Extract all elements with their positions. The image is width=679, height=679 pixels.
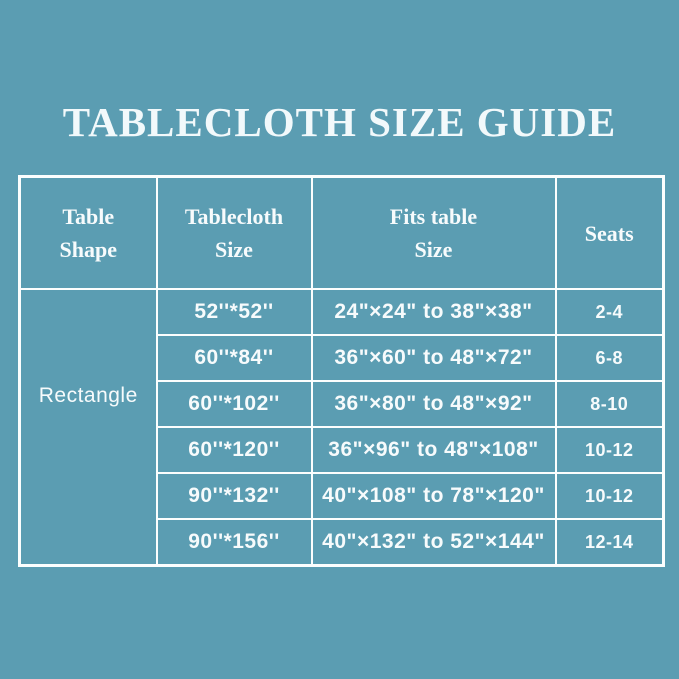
fits-size-cell: 24"×24" to 38"×38" xyxy=(310,288,557,336)
header-seats: Seats xyxy=(554,175,665,290)
header-tablecloth-size: Tablecloth Size xyxy=(155,175,313,290)
seats-cell: 12-14 xyxy=(554,518,665,567)
size-guide-table: Table Shape Tablecloth Size Fits table S… xyxy=(18,175,665,567)
fits-size-cell: 40"×132" to 52"×144" xyxy=(310,518,557,567)
seats-cell: 8-10 xyxy=(554,380,665,428)
header-row: Table Shape Tablecloth Size Fits table S… xyxy=(18,175,665,290)
header-table-shape: Table Shape xyxy=(18,175,158,290)
tablecloth-size-cell: 52''*52'' xyxy=(155,288,313,336)
table-row: 90''*132'' 40"×108" to 78"×120" 10-12 xyxy=(20,472,665,520)
fits-size-cell: 40"×108" to 78"×120" xyxy=(310,472,557,520)
header-fits-table-size: Fits table Size xyxy=(310,175,557,290)
table-row: Rectangle 52''*52'' 24"×24" to 38"×38" 2… xyxy=(18,288,665,567)
fits-size-cell: 36"×80" to 48"×92" xyxy=(310,380,557,428)
table-row: 60''*120'' 36"×96" to 48"×108" 10-12 xyxy=(20,426,665,474)
tablecloth-size-cell: 90''*156'' xyxy=(155,518,313,567)
fits-size-cell: 36"×96" to 48"×108" xyxy=(310,426,557,474)
seats-cell: 2-4 xyxy=(554,288,665,336)
fits-size-cell: 36"×60" to 48"×72" xyxy=(310,334,557,382)
tablecloth-size-cell: 60''*120'' xyxy=(155,426,313,474)
page-title: TABLECLOTH SIZE GUIDE xyxy=(62,99,617,145)
table-row: 90''*156'' 40"×132" to 52"×144" 12-14 xyxy=(20,518,665,567)
table-row: 60''*84'' 36"×60" to 48"×72" 6-8 xyxy=(20,334,665,382)
tablecloth-size-cell: 60''*84'' xyxy=(155,334,313,382)
tablecloth-size-cell: 60''*102'' xyxy=(155,380,313,428)
seats-cell: 6-8 xyxy=(554,334,665,382)
seats-cell: 10-12 xyxy=(554,472,665,520)
tablecloth-size-cell: 90''*132'' xyxy=(155,472,313,520)
table-row: 60''*102'' 36"×80" to 48"×92" 8-10 xyxy=(20,380,665,428)
seats-cell: 10-12 xyxy=(554,426,665,474)
shape-cell: Rectangle xyxy=(18,288,158,567)
